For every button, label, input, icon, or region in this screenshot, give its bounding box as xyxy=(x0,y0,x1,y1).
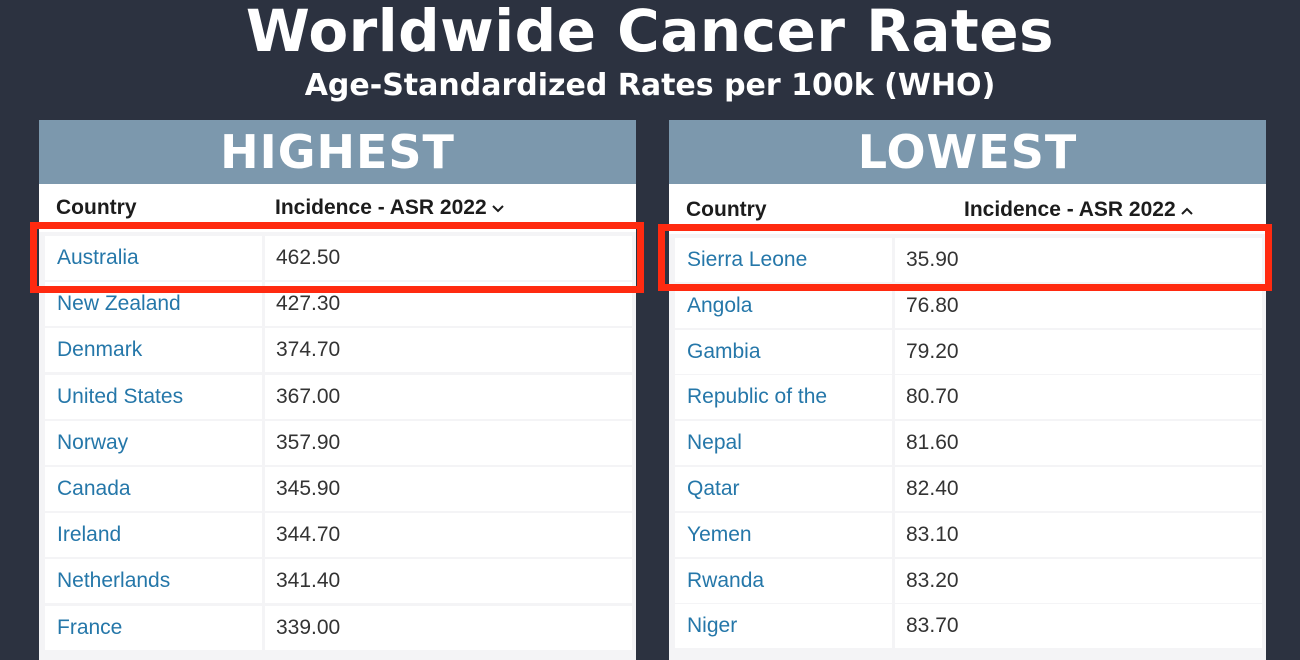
incidence-value: 82.40 xyxy=(895,467,1262,511)
incidence-value: 339.00 xyxy=(265,605,632,650)
table-row[interactable]: Nepal 81.60 xyxy=(675,421,1262,466)
table-row[interactable]: Niger 83.70 xyxy=(675,604,1262,649)
chevron-down-icon xyxy=(491,205,504,213)
table-row[interactable]: Netherlands 341.40 xyxy=(45,559,632,604)
table-row[interactable]: Angola 76.80 xyxy=(675,283,1262,328)
table-row[interactable]: United States 367.00 xyxy=(45,374,632,419)
country-link[interactable]: Sierra Leone xyxy=(675,238,892,282)
column-header-country[interactable]: Country xyxy=(56,196,137,219)
country-link[interactable]: Denmark xyxy=(45,328,262,373)
country-link[interactable]: Ireland xyxy=(45,513,262,558)
incidence-value: 83.10 xyxy=(895,512,1262,557)
country-link[interactable]: Yemen xyxy=(675,512,892,557)
column-header-incidence[interactable]: Incidence - ASR 2022 xyxy=(964,198,1194,222)
country-link[interactable]: Gambia xyxy=(675,329,892,374)
column-header-incidence-label: Incidence - ASR 2022 xyxy=(275,196,487,219)
incidence-value: 345.90 xyxy=(265,467,632,511)
incidence-value: 462.50 xyxy=(265,236,632,280)
country-link[interactable]: Niger xyxy=(675,604,892,649)
country-link[interactable]: France xyxy=(45,605,262,650)
country-link[interactable]: Netherlands xyxy=(45,559,262,604)
incidence-value: 341.40 xyxy=(265,559,632,604)
incidence-value: 83.20 xyxy=(895,558,1262,603)
page-subtitle: Age-Standardized Rates per 100k (WHO) xyxy=(304,68,996,103)
chevron-up-icon xyxy=(1180,207,1193,215)
incidence-value: 81.60 xyxy=(895,421,1262,466)
table-row[interactable]: France 339.00 xyxy=(45,605,632,650)
incidence-value: 79.20 xyxy=(895,329,1262,374)
table-row[interactable]: Sierra Leone 35.90 xyxy=(675,238,1262,282)
highest-header: HIGHEST xyxy=(39,120,636,184)
column-header-incidence-label: Incidence - ASR 2022 xyxy=(964,198,1176,221)
page-title: Worldwide Cancer Rates xyxy=(245,0,1055,65)
incidence-value: 35.90 xyxy=(895,238,1262,282)
incidence-value: 344.70 xyxy=(265,513,632,558)
table-row[interactable]: Rwanda 83.20 xyxy=(675,558,1262,603)
table-row[interactable]: Gambia 79.20 xyxy=(675,329,1262,374)
country-link[interactable]: Republic of the Congo xyxy=(675,375,892,452)
incidence-value: 367.00 xyxy=(265,374,632,419)
country-link[interactable]: United States xyxy=(45,374,262,419)
highlight-box-highest xyxy=(30,222,644,293)
table-row[interactable]: Denmark 374.70 xyxy=(45,328,632,373)
country-link[interactable]: Norway xyxy=(45,420,262,465)
country-link[interactable]: Nepal xyxy=(675,421,892,466)
incidence-value: 374.70 xyxy=(265,328,632,373)
incidence-value: 83.70 xyxy=(895,604,1262,649)
country-link[interactable]: Qatar xyxy=(675,467,892,511)
country-link[interactable]: Angola xyxy=(675,283,892,328)
incidence-value: 76.80 xyxy=(895,283,1262,328)
country-link[interactable]: Rwanda xyxy=(675,558,892,603)
column-header-incidence[interactable]: Incidence - ASR 2022 xyxy=(275,196,505,220)
country-link[interactable]: Canada xyxy=(45,467,262,511)
incidence-value: 357.90 xyxy=(265,420,632,465)
highest-panel: HIGHEST Country Incidence - ASR 2022 Aus… xyxy=(39,120,636,660)
lowest-header: LOWEST xyxy=(669,120,1266,184)
table-row[interactable]: Qatar 82.40 xyxy=(675,467,1262,511)
table-row[interactable]: Republic of the Congo80.70 xyxy=(675,375,1262,452)
incidence-value: 80.70 xyxy=(895,375,1262,420)
column-header-country[interactable]: Country xyxy=(686,198,767,221)
table-row[interactable]: Norway 357.90 xyxy=(45,420,632,465)
highlight-box-lowest xyxy=(658,224,1272,291)
lowest-panel: LOWEST Country Incidence - ASR 2022 Sier… xyxy=(669,120,1266,660)
country-link[interactable]: Australia xyxy=(45,236,262,280)
table-row[interactable]: Canada 345.90 xyxy=(45,467,632,511)
table-row[interactable]: Yemen 83.10 xyxy=(675,512,1262,557)
table-row[interactable]: Australia 462.50 xyxy=(45,236,632,280)
table-row[interactable]: Ireland 344.70 xyxy=(45,513,632,558)
